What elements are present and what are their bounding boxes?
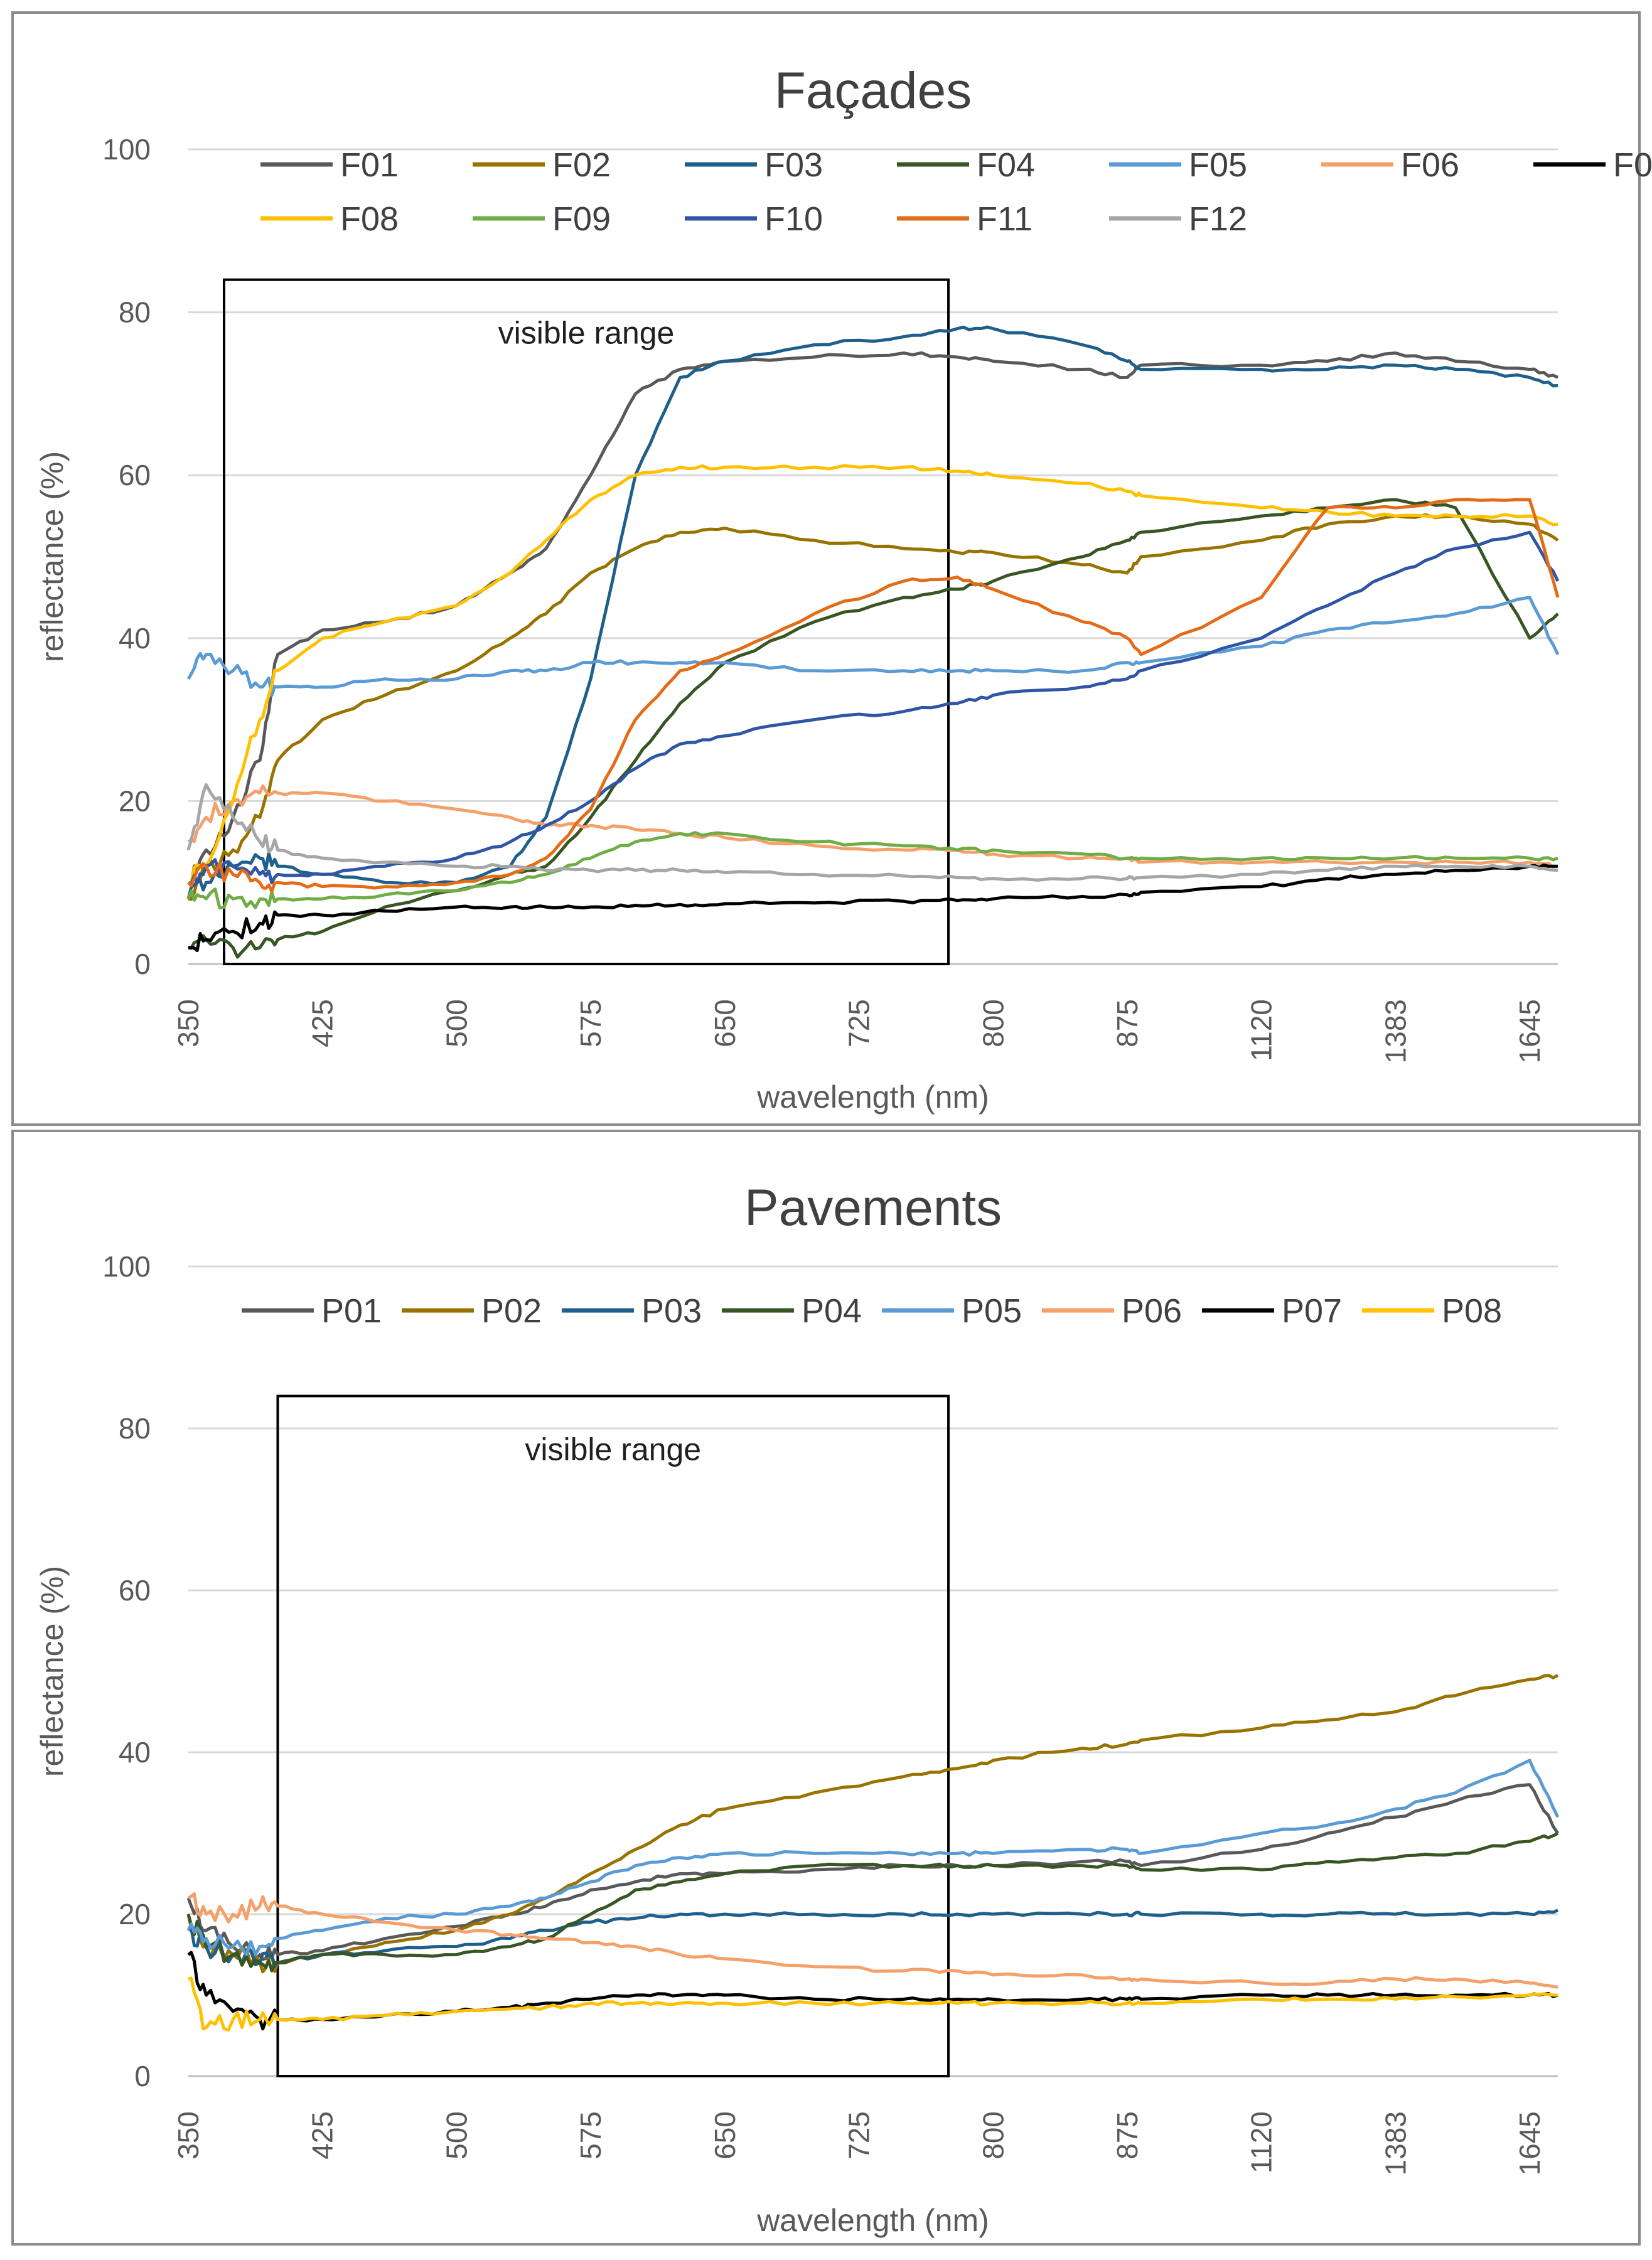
y-tick-label: 60 — [119, 1574, 151, 1607]
x-axis-label: wavelength (nm) — [756, 2203, 989, 2238]
legend-label: P06 — [1122, 1292, 1182, 1330]
x-tick-label: 500 — [440, 999, 473, 1047]
y-tick-label: 100 — [102, 1250, 151, 1283]
panel-frame-pavements — [11, 1130, 1641, 2246]
legend-label: F04 — [977, 146, 1035, 184]
x-tick-label: 725 — [843, 999, 876, 1047]
y-tick-label: 60 — [119, 459, 151, 491]
x-tick-label: 350 — [172, 999, 205, 1047]
series-line-p06 — [187, 1892, 1558, 1989]
x-tick-label: 500 — [440, 2111, 473, 2160]
series-line-f02 — [188, 513, 1559, 901]
chart-pavements: Pavements 0 20 40 60 80 100 350 425 500 575 650 725 8… — [35, 1179, 1560, 2238]
x-tick-label: 1645 — [1513, 2111, 1546, 2175]
series-line-f10 — [187, 530, 1560, 886]
x-tick-label: 425 — [306, 2111, 339, 2160]
series-line-f09 — [186, 831, 1558, 909]
legend-label: F02 — [552, 146, 611, 184]
x-tick-label: 350 — [172, 2111, 205, 2160]
series-line-f07 — [188, 863, 1558, 952]
y-tick-label: 0 — [134, 2060, 151, 2092]
series-line-f08 — [188, 464, 1558, 886]
chart-facades: Façades 0 20 40 60 80 100 350 425 500 575 650 725 800… — [35, 62, 1652, 1115]
y-tick-label: 40 — [119, 1736, 151, 1769]
x-tick-label: 1120 — [1245, 999, 1278, 1061]
legend-label: F12 — [1189, 200, 1247, 238]
legend-label: F08 — [340, 200, 399, 238]
series-line-p04 — [186, 1831, 1559, 1973]
y-axis-label: reflectance (%) — [35, 451, 70, 662]
x-tick-label: 1383 — [1379, 999, 1412, 1063]
series-line-f06 — [187, 784, 1558, 869]
x-axis-label: wavelength (nm) — [756, 1079, 989, 1115]
x-tick-label: 875 — [1111, 2111, 1144, 2160]
legend-label: F06 — [1401, 146, 1459, 184]
legend-label: F07 — [1613, 146, 1652, 184]
y-tick-label: 80 — [119, 296, 151, 329]
visible-range-label: visible range — [498, 316, 675, 351]
legend-label: P05 — [962, 1292, 1022, 1330]
legend-label: P07 — [1282, 1292, 1342, 1330]
x-tick-label: 425 — [306, 999, 339, 1047]
legend-label: F11 — [977, 200, 1032, 238]
y-tick-label: 40 — [119, 622, 151, 655]
visible-range-box — [222, 278, 950, 965]
panel-frame-facades — [11, 11, 1641, 1126]
series-line-p05 — [186, 1759, 1560, 1956]
series-line-f12 — [186, 783, 1558, 882]
legend-label: F05 — [1189, 146, 1247, 184]
chart-title: Façades — [775, 62, 972, 119]
chart-title: Pavements — [744, 1179, 1002, 1236]
series-line-f05 — [186, 596, 1560, 697]
x-tick-label: 725 — [843, 2111, 876, 2160]
legend-label: P08 — [1442, 1292, 1502, 1330]
legend-label: P02 — [481, 1292, 542, 1330]
series-line-f03 — [186, 325, 1558, 899]
legend-label: P03 — [641, 1292, 702, 1330]
y-tick-label: 0 — [134, 948, 151, 980]
y-tick-label: 100 — [102, 133, 151, 166]
legend-label: F01 — [340, 146, 399, 184]
y-axis-label: reflectance (%) — [35, 1566, 70, 1777]
legend-label: F10 — [764, 200, 823, 238]
x-tick-label: 575 — [574, 999, 607, 1047]
series-line-p08 — [188, 1976, 1558, 2032]
y-tick-label: 80 — [119, 1412, 151, 1445]
x-tick-label: 650 — [709, 999, 741, 1047]
legend-label: P04 — [802, 1292, 862, 1330]
x-tick-label: 875 — [1111, 999, 1144, 1047]
legend-label: F03 — [764, 146, 823, 184]
visible-range-label: visible range — [525, 1432, 701, 1467]
y-tick-label: 20 — [119, 785, 151, 817]
x-tick-label: 1383 — [1379, 2111, 1412, 2175]
x-tick-label: 800 — [977, 999, 1009, 1047]
x-tick-label: 1645 — [1513, 999, 1546, 1063]
y-tick-label: 20 — [119, 1898, 151, 1931]
legend-label: P01 — [321, 1292, 382, 1330]
legend-label: F09 — [552, 200, 611, 238]
visible-range-box — [276, 1395, 950, 2077]
x-tick-label: 1120 — [1245, 2111, 1278, 2173]
x-tick-label: 800 — [977, 2111, 1009, 2160]
x-tick-label: 575 — [574, 2111, 607, 2160]
series-line-f11 — [187, 498, 1560, 893]
x-tick-label: 650 — [709, 2111, 741, 2160]
